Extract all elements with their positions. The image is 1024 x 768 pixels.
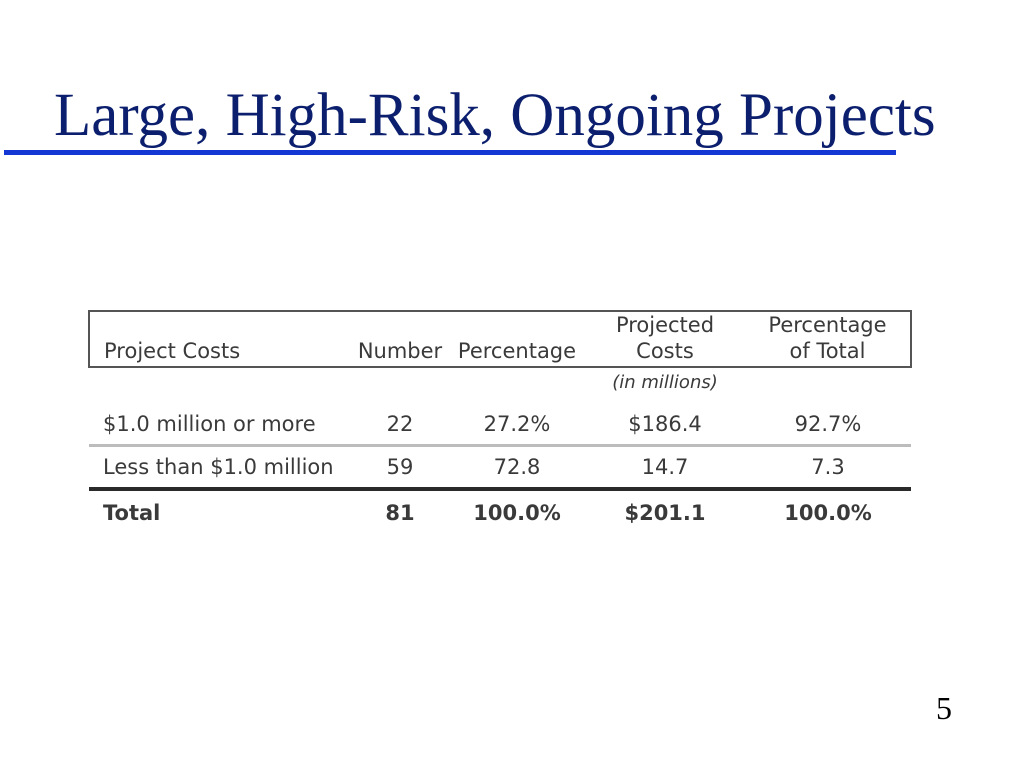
header-percentage-of-total-line1: Percentage bbox=[768, 313, 887, 337]
row-percentage: 27.2% bbox=[449, 404, 585, 447]
units-row: (in millions) bbox=[89, 367, 911, 404]
row-percentage-of-total: 7.3 bbox=[745, 445, 911, 491]
row-projected-costs: $186.4 bbox=[585, 404, 745, 447]
total-row: Total 81 100.0% $201.1 100.0% bbox=[89, 489, 911, 535]
row-percentage-of-total: 92.7% bbox=[745, 404, 911, 447]
total-number: 81 bbox=[385, 501, 415, 525]
header-percentage-of-total: Percentage of Total bbox=[745, 310, 912, 368]
units-note: (in millions) bbox=[612, 372, 718, 393]
total-projected-costs: $201.1 bbox=[624, 501, 706, 525]
row-number: 22 bbox=[351, 404, 449, 447]
row-label: Less than $1.0 million bbox=[89, 445, 351, 491]
total-percentage-of-total: 100.0% bbox=[784, 501, 872, 525]
header-projected-costs-line1: Projected bbox=[615, 313, 715, 337]
page-number: 5 bbox=[936, 690, 952, 726]
slide-title: Large, High-Risk, Ongoing Projects bbox=[54, 82, 936, 149]
header-number: Number bbox=[351, 310, 449, 368]
table-row: Less than $1.0 million 59 72.8 14.7 7.3 bbox=[89, 445, 911, 491]
header-percentage: Percentage bbox=[449, 310, 585, 368]
project-cost-table-container: Project Costs Number Percentage Projecte… bbox=[88, 310, 912, 535]
header-projected-costs: Projected Costs bbox=[585, 310, 745, 368]
total-percentage: 100.0% bbox=[473, 501, 561, 525]
row-number: 59 bbox=[351, 445, 449, 491]
header-project-costs: Project Costs bbox=[88, 310, 351, 368]
total-label: Total bbox=[103, 501, 161, 525]
row-label: $1.0 million or more bbox=[89, 404, 351, 447]
table-row: $1.0 million or more 22 27.2% $186.4 92.… bbox=[89, 404, 911, 447]
header-projected-costs-line2: Costs bbox=[636, 339, 694, 363]
row-projected-costs: 14.7 bbox=[585, 445, 745, 491]
table-header-row: Project Costs Number Percentage Projecte… bbox=[88, 310, 912, 368]
project-cost-table: Project Costs Number Percentage Projecte… bbox=[88, 310, 912, 535]
title-underline bbox=[4, 150, 896, 155]
row-percentage: 72.8 bbox=[449, 445, 585, 491]
header-percentage-of-total-line2: of Total bbox=[789, 339, 866, 363]
